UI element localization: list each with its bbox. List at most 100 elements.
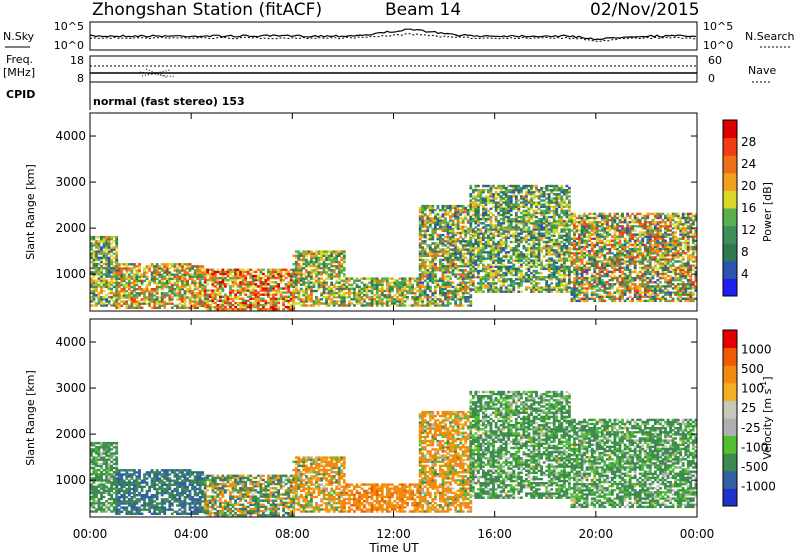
data-cell — [413, 287, 417, 291]
data-cell — [173, 275, 177, 278]
data-cell — [396, 304, 399, 307]
data-cell — [133, 290, 136, 293]
data-cell — [355, 302, 359, 305]
data-cell — [416, 300, 420, 303]
data-cell — [459, 254, 463, 257]
data-cell — [623, 276, 627, 280]
data-cell — [251, 291, 255, 294]
data-cell — [557, 278, 561, 281]
data-cell — [380, 277, 384, 280]
data-cell — [502, 290, 506, 293]
data-cell — [150, 271, 154, 274]
data-cell — [249, 301, 253, 305]
data-cell — [310, 275, 313, 278]
data-cell — [563, 205, 566, 208]
data-cell — [613, 266, 617, 269]
data-cell — [555, 255, 559, 258]
data-cell — [203, 285, 207, 288]
data-cell — [489, 255, 493, 258]
data-cell — [446, 242, 450, 245]
data-cell — [547, 224, 551, 227]
data-cell — [530, 191, 533, 194]
data-cell — [565, 224, 569, 227]
data-cell — [550, 197, 554, 200]
data-cell — [444, 229, 447, 233]
data-cell — [616, 297, 619, 300]
data-cell — [623, 274, 627, 278]
data-cell — [183, 290, 187, 293]
data-cell — [502, 259, 506, 262]
data-cell — [294, 267, 298, 270]
data-cell — [611, 243, 614, 247]
data-cell — [241, 283, 245, 286]
data-cell — [206, 289, 210, 292]
data-cell — [317, 304, 321, 307]
data-cell — [573, 279, 576, 282]
data-cell — [105, 248, 108, 251]
data-cell — [95, 246, 98, 249]
data-cell — [590, 258, 594, 261]
data-cell — [294, 277, 298, 280]
data-cell — [170, 292, 174, 295]
data-cell — [340, 256, 344, 260]
data-cell — [327, 277, 331, 280]
data-cell — [537, 234, 541, 237]
data-cell — [590, 243, 594, 247]
data-cell — [550, 189, 554, 192]
data-cell — [168, 288, 172, 291]
data-cell — [170, 263, 174, 266]
data-cell — [580, 272, 584, 276]
data-cell — [95, 252, 98, 255]
data-cell — [527, 276, 531, 279]
data-cell — [322, 296, 326, 299]
data-cell — [155, 271, 159, 274]
noise-panel — [89, 21, 698, 51]
data-cell — [365, 291, 369, 295]
data-cell — [504, 255, 508, 258]
data-cell — [434, 300, 437, 303]
data-cell — [603, 299, 607, 303]
data-cell — [224, 285, 227, 288]
data-cell — [563, 247, 566, 250]
data-cell — [241, 274, 245, 278]
data-cell — [153, 290, 156, 293]
data-cell — [600, 297, 604, 300]
data-cell — [525, 247, 528, 250]
data-cell — [514, 249, 518, 252]
data-cell — [408, 291, 412, 295]
data-cell — [327, 302, 331, 305]
data-cell — [360, 302, 364, 305]
data-cell — [122, 277, 126, 280]
data-cell — [507, 189, 511, 192]
data-cell — [216, 283, 220, 286]
data-cell — [441, 227, 445, 231]
data-cell — [514, 222, 518, 225]
data-cell — [573, 227, 576, 230]
data-cell — [461, 204, 465, 208]
data-cell — [117, 275, 121, 278]
data-cell — [426, 281, 430, 284]
data-cell — [514, 184, 518, 188]
data-cell — [95, 265, 98, 268]
data-cell — [588, 223, 591, 226]
data-cell — [337, 277, 341, 280]
data-cell — [115, 262, 119, 266]
data-cell — [598, 212, 602, 216]
data-cell — [595, 235, 599, 238]
data-cell — [130, 271, 134, 274]
data-cell — [335, 254, 339, 257]
data-cell — [482, 215, 485, 219]
data-cell — [568, 278, 571, 281]
data-cell — [474, 201, 478, 204]
data-cell — [449, 277, 452, 280]
data-cell — [509, 280, 513, 283]
data-cell — [530, 230, 533, 233]
data-cell — [479, 193, 483, 196]
data-cell — [112, 240, 116, 243]
data-cell — [492, 199, 495, 202]
data-cell — [297, 279, 301, 282]
data-cell — [585, 229, 589, 232]
data-cell — [593, 223, 597, 226]
data-cell — [107, 302, 111, 305]
data-cell — [613, 268, 617, 271]
